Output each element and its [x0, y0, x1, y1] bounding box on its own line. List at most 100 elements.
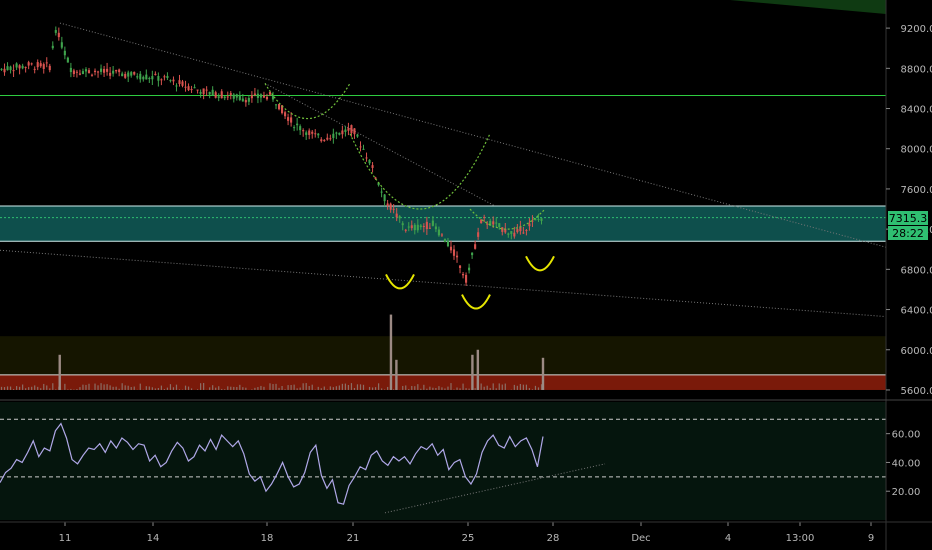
candle-body [486, 223, 489, 225]
candle-body [115, 70, 118, 72]
candle-body [353, 128, 356, 135]
candle-body [217, 96, 220, 98]
candle-body [326, 137, 329, 140]
countdown-badge [888, 226, 928, 240]
volume-bar [40, 388, 42, 390]
volume-bar [308, 386, 310, 390]
volume-spike-3 [476, 349, 480, 390]
trendline-lower [0, 249, 887, 318]
volume-bar [151, 387, 153, 390]
candle-body [109, 72, 112, 76]
x-tick-label: 18 [261, 533, 274, 544]
volume-bar [335, 386, 337, 390]
candle-body [365, 157, 368, 159]
volume-bar [224, 389, 226, 390]
volume-bar [278, 387, 280, 390]
x-tick-label: 25 [462, 533, 475, 544]
volume-bar [263, 386, 265, 390]
candle-body [274, 104, 278, 106]
volume-bar [540, 384, 543, 390]
volume-bar [402, 385, 404, 390]
candle-body [133, 71, 136, 75]
volume-bar [85, 384, 87, 390]
volume-bar [215, 387, 217, 390]
candle-body [157, 75, 160, 81]
candle-body [93, 70, 97, 73]
volume-bar [118, 388, 120, 390]
candle-body [127, 72, 130, 77]
volume-bar [350, 383, 353, 390]
candle-body [100, 68, 103, 72]
candle-body [504, 228, 507, 233]
volume-bar [133, 386, 135, 390]
volume-bar [157, 388, 159, 390]
volume-bar [435, 387, 437, 390]
candle-body [205, 89, 208, 91]
candle-body [386, 203, 389, 206]
candle-body [407, 226, 410, 228]
candle-body [389, 203, 392, 210]
candle-body [163, 76, 166, 78]
volume-bar [148, 386, 150, 390]
candle-body [75, 71, 78, 73]
candle-body [241, 98, 244, 102]
volume-bar [362, 384, 365, 390]
volume-bar [296, 388, 298, 390]
volume-bar [163, 389, 166, 390]
volume-bar [12, 389, 15, 390]
volume-bar [103, 384, 105, 390]
volume-bar [221, 388, 223, 390]
volume-bar [169, 384, 172, 390]
candle-body [154, 73, 157, 76]
candle-body [431, 220, 434, 226]
candle-body [314, 133, 317, 135]
volume-bar [356, 384, 359, 390]
volume-bar [332, 387, 334, 390]
candle-body [199, 92, 202, 94]
volume-bar [353, 387, 356, 390]
volume-bar [525, 384, 528, 390]
candle-body [66, 57, 69, 63]
candle-body [253, 93, 256, 95]
candle-body [434, 226, 437, 230]
candle-body [329, 138, 332, 140]
volume-bar [338, 385, 340, 390]
candle-body [145, 74, 148, 80]
price-tick-label: 8400.0 [901, 105, 932, 116]
candle-body [60, 42, 63, 48]
candle-body [293, 127, 296, 129]
candle-body [9, 66, 12, 71]
candle-body [287, 117, 290, 121]
candle-body [151, 76, 154, 80]
candle-body [51, 45, 54, 49]
candle-body [81, 71, 85, 75]
volume-bar [254, 387, 256, 390]
candle-body [223, 96, 226, 99]
candle-body [540, 218, 543, 221]
candle-body [320, 139, 323, 142]
x-tick-label: 28 [547, 533, 560, 544]
price-pane[interactable] [0, 0, 887, 390]
candle-body [323, 140, 326, 142]
head-marker [461, 294, 491, 310]
candle-body [256, 93, 259, 98]
candle-body [175, 85, 178, 87]
candle-body [244, 100, 247, 103]
oscillator-pane[interactable] [0, 402, 886, 520]
candle-body [208, 91, 211, 95]
candle-body [271, 95, 275, 100]
candle-body [229, 93, 232, 95]
candle-body [344, 129, 347, 132]
volume-bar [203, 382, 205, 390]
volume-bar [251, 389, 253, 390]
x-tick-label: 14 [147, 533, 160, 544]
candle-body [443, 239, 447, 243]
volume-bar [88, 383, 90, 390]
volume-bar [347, 384, 350, 390]
candle-body [522, 232, 525, 234]
volume-bar [172, 387, 175, 390]
volume-bar [450, 383, 452, 390]
candle-body [377, 182, 380, 186]
volume-bar [504, 383, 506, 390]
candle-body [501, 227, 504, 232]
